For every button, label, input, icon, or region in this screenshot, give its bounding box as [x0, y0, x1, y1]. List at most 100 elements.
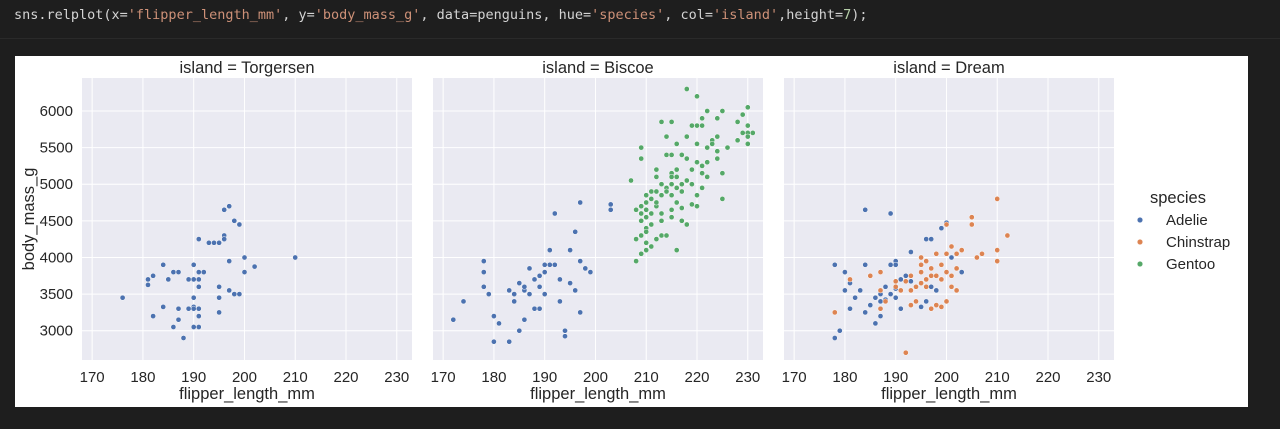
data-point: [897, 287, 904, 294]
data-point: [683, 155, 690, 162]
data-point: [908, 278, 914, 285]
data-point: [948, 254, 955, 261]
data-point: [190, 294, 197, 301]
data-point: [734, 119, 741, 125]
output-area: 170 180 190 200 210 220 230 3000 3500 4000 4500 500…: [15, 56, 1248, 407]
legend-label: Adelie: [1166, 212, 1208, 229]
data-point: [739, 130, 746, 136]
data-point: [226, 258, 233, 264]
data-point: [241, 269, 248, 275]
data-point: [749, 130, 756, 136]
data-point: [648, 221, 655, 228]
data-point: [668, 214, 675, 221]
data-point: [562, 327, 568, 334]
data-point: [744, 104, 751, 111]
data-point: [923, 258, 930, 264]
data-point: [699, 115, 705, 122]
x-axis-label: flipper_length_mm: [881, 385, 1017, 403]
x-tick-label: 190: [181, 369, 206, 386]
data-point: [948, 243, 955, 250]
facet-title: island = Dream: [893, 59, 1004, 77]
data-point: [521, 283, 528, 290]
data-point: [928, 272, 935, 279]
data-point: [744, 122, 751, 129]
data-point: [648, 196, 655, 202]
x-tick-label: 170: [782, 369, 807, 386]
x-axis-label: flipper_length_mm: [530, 385, 666, 403]
data-point: [160, 261, 167, 268]
code-line[interactable]: sns.relplot(x='flipper_length_mm', y='bo…: [14, 7, 868, 23]
data-point: [943, 298, 950, 305]
data-point: [847, 276, 853, 283]
code-token: , data=penguins, hue=: [420, 7, 592, 23]
data-point: [211, 239, 217, 246]
x-tick-label: 220: [684, 369, 709, 386]
data-point: [536, 272, 543, 279]
data-point: [668, 174, 675, 180]
data-point: [897, 305, 904, 312]
data-point: [643, 247, 650, 253]
data-point: [694, 122, 700, 129]
data-point: [877, 287, 884, 294]
data-point: [485, 291, 492, 297]
data-point: [719, 108, 726, 114]
data-point: [831, 309, 838, 316]
data-point: [739, 111, 746, 118]
plot-area: [784, 78, 1114, 360]
data-point: [663, 188, 670, 195]
data-point: [842, 269, 848, 275]
data-point: [862, 309, 869, 316]
data-point: [216, 294, 222, 301]
y-tick-label: 3000: [40, 323, 73, 340]
x-tick-label: 210: [283, 369, 308, 386]
data-point: [724, 144, 731, 151]
data-point: [923, 276, 930, 283]
data-point: [557, 276, 563, 283]
data-point: [689, 201, 695, 208]
data-point: [541, 269, 548, 275]
data-point: [694, 141, 700, 147]
data-point: [709, 141, 716, 147]
data-point: [643, 192, 650, 199]
code-token: 'species': [591, 7, 665, 23]
data-point: [678, 205, 685, 211]
data-point: [653, 174, 660, 180]
data-point: [867, 272, 874, 279]
plot-area: [82, 78, 412, 360]
data-point: [968, 214, 975, 221]
data-point: [938, 261, 945, 268]
data-point: [648, 188, 655, 195]
code-cell[interactable]: sns.relplot(x='flipper_length_mm', y='bo…: [0, 0, 1280, 39]
x-tick-label: 230: [384, 369, 409, 386]
data-point: [719, 196, 726, 202]
data-point: [953, 265, 960, 272]
data-point: [892, 278, 899, 285]
data-point: [643, 214, 650, 221]
data-point: [857, 287, 864, 294]
data-point: [714, 155, 721, 162]
data-point: [673, 199, 680, 206]
data-point: [943, 250, 950, 257]
data-point: [994, 247, 1001, 253]
data-point: [994, 196, 1001, 202]
data-point: [877, 298, 884, 305]
data-point: [251, 263, 258, 270]
data-point: [887, 210, 894, 217]
data-point: [195, 283, 202, 290]
data-point: [541, 291, 548, 297]
x-tick-label: 180: [481, 369, 506, 386]
data-point: [658, 181, 665, 188]
facet-title: island = Torgersen: [180, 59, 315, 77]
x-tick-label: 170: [431, 369, 456, 386]
data-point: [699, 185, 705, 191]
data-point: [526, 265, 533, 272]
x-tick-label: 190: [883, 369, 908, 386]
data-point: [892, 261, 899, 268]
data-point: [699, 170, 705, 177]
data-point: [979, 250, 985, 257]
data-point: [480, 258, 487, 264]
data-point: [943, 221, 950, 228]
data-point: [226, 287, 233, 294]
x-tick-label: 200: [934, 369, 959, 386]
data-point: [694, 159, 700, 166]
